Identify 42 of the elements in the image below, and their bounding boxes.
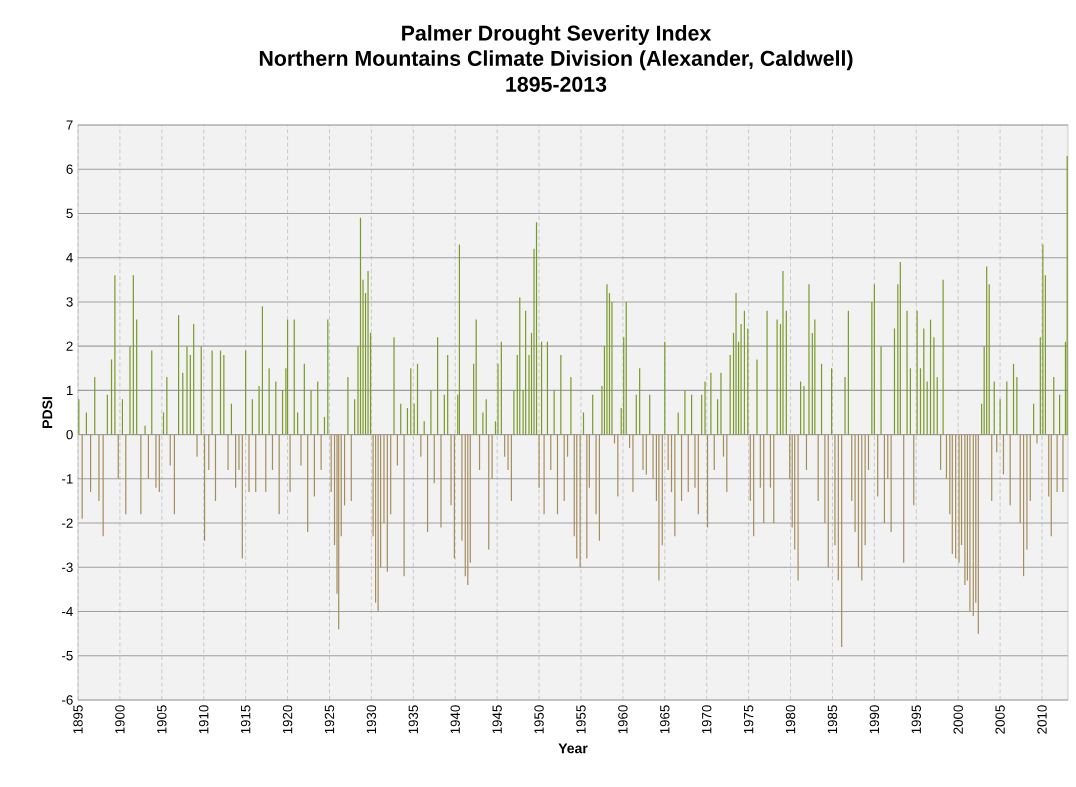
x-tick-label: 1910: [199, 705, 209, 734]
x-tick-label: 1990: [869, 705, 880, 734]
y-tick-label: -6: [62, 695, 73, 705]
y-tick-label: -2: [62, 518, 73, 528]
x-axis-title: Year: [558, 743, 588, 754]
y-tick-label: -4: [62, 606, 73, 617]
x-tick-label: 1970: [701, 705, 712, 734]
x-tick-label: 1905: [157, 705, 167, 734]
x-tick-label: 1960: [618, 705, 628, 734]
y-tick-label: 7: [66, 120, 73, 130]
x-tick-label: 2005: [995, 705, 1005, 734]
x-tick-label: 1975: [743, 705, 754, 734]
x-tick-label: 1935: [408, 705, 419, 734]
y-tick-label: 1: [66, 385, 73, 395]
x-tick-label: 2010: [1037, 705, 1047, 734]
y-tick-label: 2: [66, 341, 73, 351]
y-tick-label: 3: [66, 297, 73, 307]
y-tick-label: 4: [66, 253, 73, 263]
x-tick-label: 1940: [450, 705, 460, 734]
x-tick-label: 2000: [953, 705, 963, 734]
x-tick-label: 1980: [785, 705, 796, 734]
chart-title: Palmer Drought Severity Index: [402, 25, 712, 45]
x-tick-label: 1955: [576, 705, 586, 734]
x-tick-label: 1930: [366, 705, 377, 734]
y-tick-label: -1: [62, 474, 73, 484]
x-tick-label: 1945: [492, 705, 502, 734]
x-tick-label: 1920: [282, 705, 293, 734]
y-tick-label: 6: [66, 164, 73, 174]
x-tick-label: 1900: [115, 705, 125, 734]
y-tick-label: 0: [66, 429, 73, 440]
y-tick-label: -5: [62, 651, 73, 661]
x-tick-label: 1995: [911, 705, 921, 734]
x-tick-label: 1915: [240, 705, 251, 734]
y-axis-title: PDSI: [42, 397, 53, 428]
x-tick-label: 1950: [534, 705, 544, 734]
x-tick-label: 1925: [324, 705, 335, 734]
x-tick-label: 1985: [827, 705, 838, 734]
y-tick-label: 5: [66, 208, 73, 219]
x-tick-label: 1895: [73, 705, 83, 734]
chart-subtitle: Northern Mountains Climate Division (Alexander, Caldwell) 1895-2013: [259, 50, 853, 92]
x-tick-label: 1965: [660, 705, 670, 734]
y-tick-label: -3: [62, 562, 73, 573]
